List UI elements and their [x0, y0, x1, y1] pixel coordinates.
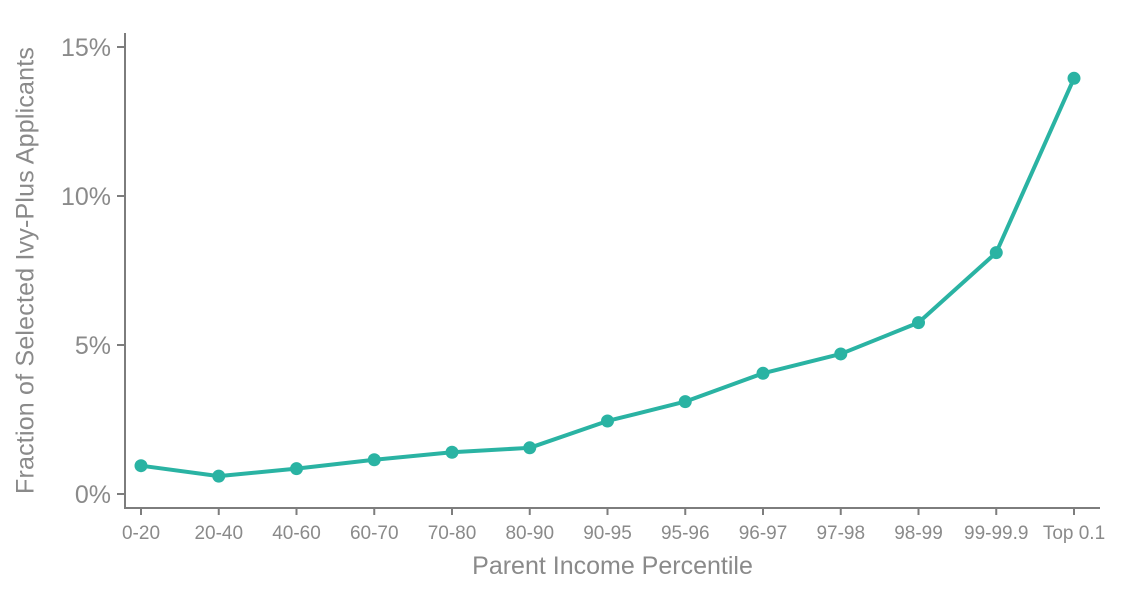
- data-point: [1067, 71, 1081, 85]
- data-point: [290, 462, 303, 476]
- x-tick-label: 99-99.9: [964, 523, 1028, 544]
- data-point: [834, 347, 848, 361]
- x-tick-label: 96-97: [739, 523, 788, 544]
- data-point: [212, 469, 226, 483]
- x-tick-label: 98-99: [894, 523, 943, 544]
- x-tick-label: 70-80: [428, 523, 477, 544]
- y-tick-label: 15%: [61, 34, 111, 62]
- data-point: [367, 453, 381, 467]
- x-axis-title: Parent Income Percentile: [472, 552, 753, 580]
- data-point: [134, 459, 148, 473]
- x-tick-label: 0-20: [122, 523, 160, 544]
- x-tick-label: 80-90: [505, 523, 554, 544]
- x-tick-label: 40-60: [272, 523, 321, 544]
- data-point: [678, 395, 692, 409]
- data-point: [912, 316, 925, 330]
- data-point: [601, 414, 614, 428]
- data-point: [989, 246, 1003, 260]
- x-tick-label: 20-40: [194, 523, 243, 544]
- data-point: [445, 445, 459, 459]
- y-tick-label: 0%: [75, 481, 111, 509]
- data-point: [756, 366, 770, 380]
- x-tick-label: Top 0.1: [1043, 523, 1105, 544]
- data-point: [523, 441, 537, 455]
- y-tick-label: 5%: [75, 332, 111, 360]
- x-tick-label: 90-95: [583, 523, 632, 544]
- x-tick-label: 60-70: [350, 523, 399, 544]
- x-tick-label: 97-98: [816, 523, 865, 544]
- x-tick-label: 95-96: [661, 523, 710, 544]
- y-tick-label: 10%: [61, 183, 111, 211]
